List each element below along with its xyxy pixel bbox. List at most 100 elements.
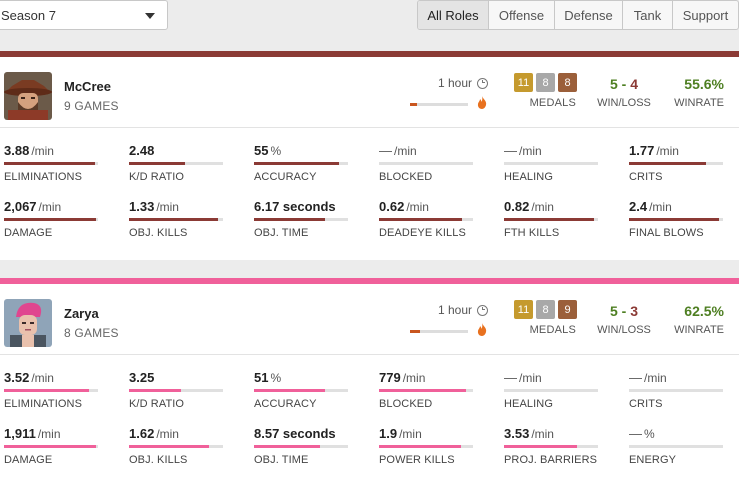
stat-obj-time: 6.17 seconds OBJ. TIME xyxy=(254,199,364,239)
hero-games-count: 9 GAMES xyxy=(64,99,119,113)
stat-bar xyxy=(504,445,598,448)
stat-value: 6.17 seconds xyxy=(254,199,364,214)
stat-bar xyxy=(379,389,473,392)
stat-label: PROJ. BARRIERS xyxy=(504,454,598,466)
stat-number: 55 xyxy=(254,143,269,158)
stat-number: 1,911 xyxy=(4,426,36,441)
role-all-roles-button[interactable]: All Roles xyxy=(418,1,488,29)
stat-crits: 1.77/min CRITS xyxy=(629,143,739,183)
stat-unit: /min xyxy=(156,427,179,441)
hero-card-accent-bar xyxy=(0,51,739,57)
stat-unit: % xyxy=(270,371,282,385)
stat-bar-fill xyxy=(504,445,578,448)
stat-bar-fill xyxy=(129,218,219,221)
stat-k-d-ratio: 2.48 K/D RATIO xyxy=(129,143,239,183)
role-support-button[interactable]: Support xyxy=(672,1,738,29)
stat-number: 1.62 xyxy=(129,426,155,441)
stat-value: 3.25 xyxy=(129,370,239,385)
role-tank-button[interactable]: Tank xyxy=(622,1,672,29)
stat-bar xyxy=(379,445,473,448)
stat-bar-fill xyxy=(4,389,89,392)
fire-icon xyxy=(476,96,488,109)
stat-bar-fill xyxy=(254,162,339,165)
stat-number: 1.9 xyxy=(379,426,398,441)
stat-bar xyxy=(629,445,723,448)
stat-value: 55% xyxy=(254,143,364,158)
losses-value: 4 xyxy=(630,76,639,92)
stat-number: 2.4 xyxy=(629,199,648,214)
win-loss-separator: - xyxy=(617,76,631,92)
stat-number: 8.57 seconds xyxy=(254,426,336,441)
stat-accuracy: 55% ACCURACY xyxy=(254,143,364,183)
stat-value: 2.4/min xyxy=(629,199,739,214)
stat-number: 1.77 xyxy=(629,143,655,158)
stat-unit: /min xyxy=(519,144,542,158)
stat-label: DAMAGE xyxy=(4,454,53,466)
stat-label: HEALING xyxy=(504,171,553,183)
stat-fth-kills: 0.82/min FTH KILLS xyxy=(504,199,614,239)
stat-power-kills: 1.9/min POWER KILLS xyxy=(379,426,489,466)
stat-label: CRITS xyxy=(629,398,663,410)
medal-gold: 11 xyxy=(514,73,533,92)
stat-bar xyxy=(4,218,98,221)
playtime-bar-fill xyxy=(410,330,421,333)
stat-number: 779 xyxy=(379,370,401,385)
wins-value: 5 xyxy=(609,76,618,92)
role-offense-button[interactable]: Offense xyxy=(488,1,554,29)
stat-proj-barriers: 3.53/min PROJ. BARRIERS xyxy=(504,426,614,466)
stat-bar-fill xyxy=(379,218,462,221)
divider xyxy=(0,127,739,128)
stat-obj-kills: 1.33/min OBJ. KILLS xyxy=(129,199,239,239)
stat-bar-fill xyxy=(254,218,326,221)
winrate-value: 62.5% xyxy=(684,303,724,319)
stat-label: ACCURACY xyxy=(254,171,317,183)
stat-bar-fill xyxy=(629,162,707,165)
fire-icon xyxy=(476,323,488,336)
stat-bar-fill xyxy=(129,445,209,448)
stat-bar xyxy=(254,445,348,448)
stat-value: 0.82/min xyxy=(504,199,614,214)
stat-unit: % xyxy=(270,144,282,158)
stat-value: —/min xyxy=(504,143,614,158)
stat-bar xyxy=(504,162,598,165)
stat-label: ELIMINATIONS xyxy=(4,398,83,410)
stat-label: POWER KILLS xyxy=(379,454,455,466)
stat-bar-fill xyxy=(129,162,186,165)
hero-avatar-zarya xyxy=(4,299,52,347)
stat-crits: —/min CRITS xyxy=(629,370,739,410)
stat-label: ACCURACY xyxy=(254,398,317,410)
clock-icon xyxy=(477,304,488,316)
role-defense-button[interactable]: Defense xyxy=(554,1,622,29)
stat-number: — xyxy=(379,143,392,158)
stat-unit: /min xyxy=(519,371,542,385)
stat-bar-fill xyxy=(629,218,720,221)
stat-bar-fill xyxy=(4,218,97,221)
stat-number: 3.52 xyxy=(4,370,30,385)
season-select[interactable]: Season 7 xyxy=(0,0,168,30)
hero-games-count: 8 GAMES xyxy=(64,326,119,340)
stat-value: 1.77/min xyxy=(629,143,739,158)
winrate-value: 55.6% xyxy=(684,76,724,92)
stat-bar xyxy=(4,389,98,392)
stat-eliminations: 3.52/min ELIMINATIONS xyxy=(4,370,114,410)
stat-value: —/min xyxy=(629,370,739,385)
stat-label: BLOCKED xyxy=(379,171,433,183)
stat-bar-fill xyxy=(379,389,467,392)
playtime-bar xyxy=(410,330,468,333)
stat-unit: /min xyxy=(399,427,422,441)
stat-value: 1,911/min xyxy=(4,426,114,441)
medals-label: MEDALS xyxy=(529,324,576,336)
stat-bar xyxy=(379,218,473,221)
win-loss-value: 5 - 4 xyxy=(596,76,652,92)
winrate-label: WINRATE xyxy=(674,324,724,336)
win-loss-label: WIN/LOSS xyxy=(597,97,651,109)
winrate-label: WINRATE xyxy=(674,97,724,109)
stat-value: 1.9/min xyxy=(379,426,489,441)
playtime: 1 hour xyxy=(400,76,488,90)
stat-number: 3.25 xyxy=(129,370,155,385)
stat-number: 51 xyxy=(254,370,269,385)
stat-bar xyxy=(254,389,348,392)
stat-unit: /min xyxy=(37,427,61,441)
wins-value: 5 xyxy=(609,303,618,319)
stat-bar-fill xyxy=(129,389,181,392)
